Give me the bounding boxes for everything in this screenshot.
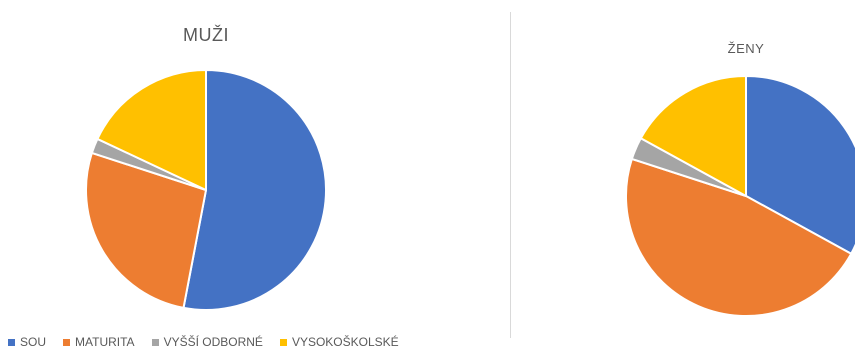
legend-item-sou: SOU — [8, 335, 46, 349]
legend-item-vysokoskolske: VYSOKOŠKOLSKÉ — [279, 335, 399, 349]
pie-women — [624, 75, 855, 318]
legend: SOU MATURITA VYŠŠÍ ODBORNÉ VYSOKOŠKOLSKÉ — [8, 334, 416, 350]
legend-label-vysokoskolske: VYSOKOŠKOLSKÉ — [291, 335, 399, 349]
pie-women-slice-vysokoskolske — [639, 75, 747, 197]
legend-swatch-vyssi-odborne — [151, 338, 159, 346]
legend-label-vyssi-odborne: VYŠŠÍ ODBORNÉ — [163, 335, 263, 349]
pie-men-slice-sou — [182, 69, 327, 311]
legend-label-sou: SOU — [20, 335, 47, 349]
legend-item-maturita: MATURITA — [63, 335, 135, 349]
pie-men — [85, 69, 327, 311]
legend-swatch-sou — [8, 338, 15, 346]
pie-women-slice-sou — [745, 75, 855, 255]
legend-item-vyssi-odborne: VYŠŠÍ ODBORNÉ — [151, 335, 263, 349]
legend-swatch-vysokoskolske — [279, 338, 287, 346]
pie-men-slice-maturita — [85, 151, 207, 309]
legend-label-maturita: MATURITA — [75, 335, 135, 349]
chart-title-men: MUŽI — [183, 25, 229, 45]
pie-men-slice-vysokoskolske — [96, 69, 207, 191]
pie-women-slice-maturita — [624, 157, 853, 318]
chart-men: MUŽI — [0, 0, 420, 351]
chart-title-women: ŽENY — [727, 41, 765, 56]
chart-women: ŽENY — [510, 0, 855, 351]
chart-divider — [510, 12, 511, 338]
legend-swatch-maturita — [63, 338, 71, 346]
